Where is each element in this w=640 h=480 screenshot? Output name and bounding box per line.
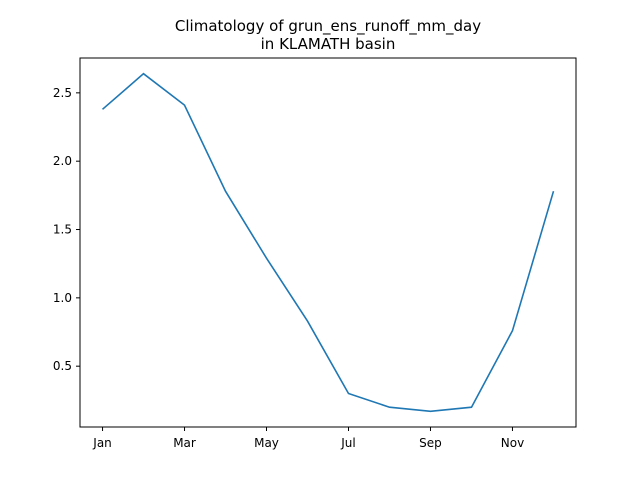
y-tick-label: 2.0 (53, 154, 72, 168)
plot-frame (79, 57, 577, 428)
y-tick-label: 1.5 (53, 223, 72, 237)
chart-title-line-2: in KLAMATH basin (261, 35, 396, 53)
chart-title-line-1: Climatology of grun_ens_runoff_mm_day (175, 17, 481, 36)
x-tick-label: Jan (92, 436, 112, 450)
x-tick-label: Jul (340, 436, 355, 450)
y-tick-label: 0.5 (53, 359, 72, 373)
x-tick-label: May (254, 436, 279, 450)
x-tick-label: Mar (173, 436, 196, 450)
series-line (101, 72, 555, 413)
y-tick-label: 2.5 (53, 86, 72, 100)
x-tick-label: Sep (419, 436, 442, 450)
y-tick-label: 1.0 (53, 291, 72, 305)
x-axis: Jan Mar May Jul Sep Nov (92, 427, 524, 450)
x-tick-label: Nov (501, 436, 524, 450)
y-axis: 0.5 1.0 1.5 2.0 2.5 (53, 86, 80, 373)
